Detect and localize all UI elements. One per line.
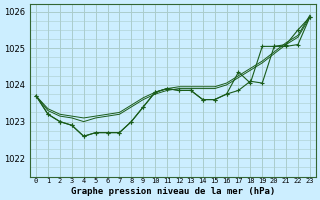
X-axis label: Graphe pression niveau de la mer (hPa): Graphe pression niveau de la mer (hPa) — [71, 187, 275, 196]
